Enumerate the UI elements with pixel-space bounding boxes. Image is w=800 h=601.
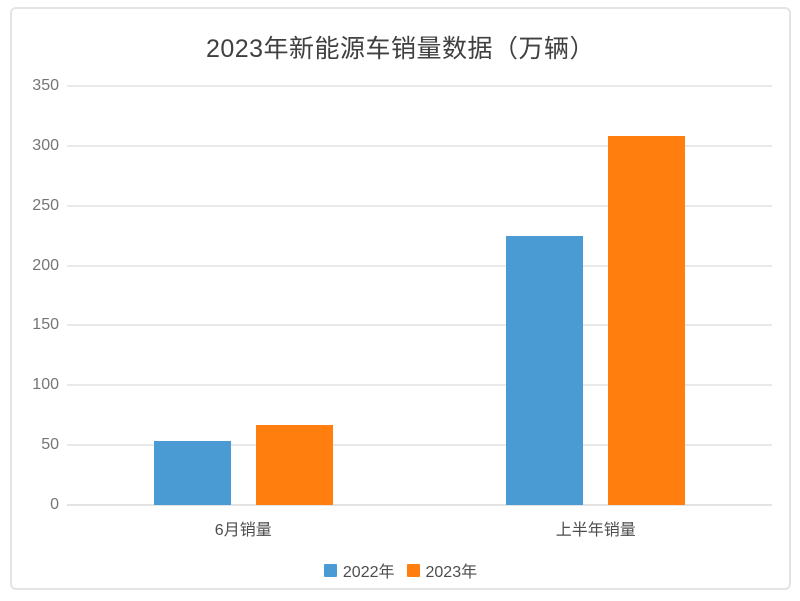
bar-series-2-cat-1 xyxy=(255,425,333,505)
y-tick-label: 150 xyxy=(32,316,59,334)
legend: 2022年 2023年 xyxy=(12,558,789,582)
legend-label-1: 2022年 xyxy=(342,564,395,581)
legend-item-1[interactable]: 2022年 xyxy=(323,558,395,582)
gridline xyxy=(67,204,772,207)
legend-swatch-1 xyxy=(323,563,337,577)
gridline xyxy=(67,324,772,327)
plot-area: 6月销量 上半年销量 xyxy=(67,85,772,539)
chart-title: 2023年新能源车销量数据（万辆） xyxy=(205,35,596,63)
legend-item-2[interactable]: 2023年 xyxy=(406,558,478,582)
bar-series-1-cat-1 xyxy=(153,441,231,505)
y-axis: 0 50 100 150 200 250 300 350 xyxy=(12,77,59,513)
gridline xyxy=(67,85,772,87)
y-tick-label: 300 xyxy=(32,136,59,154)
legend-swatch-2 xyxy=(406,563,420,577)
y-tick-label: 0 xyxy=(50,496,59,513)
y-tick-label: 250 xyxy=(32,196,59,214)
gridline xyxy=(67,264,772,267)
gridline xyxy=(67,444,772,447)
y-tick-label: 100 xyxy=(32,376,59,394)
x-category-label: 上半年销量 xyxy=(555,522,636,539)
x-axis-line xyxy=(67,504,772,506)
y-tick-label: 50 xyxy=(41,436,59,454)
y-tick-label: 350 xyxy=(32,77,59,94)
bar-series-2-cat-2 xyxy=(608,135,686,505)
y-tick-label: 200 xyxy=(32,256,59,274)
bar-series-1-cat-2 xyxy=(506,236,584,505)
x-category-label: 6月销量 xyxy=(214,522,272,539)
gridline xyxy=(67,384,772,387)
chart-card: 2023年新能源车销量数据（万辆） 0 50 100 150 200 250 300 350 … xyxy=(10,7,791,590)
legend-label-2: 2023年 xyxy=(425,564,478,581)
gridline xyxy=(67,144,772,147)
